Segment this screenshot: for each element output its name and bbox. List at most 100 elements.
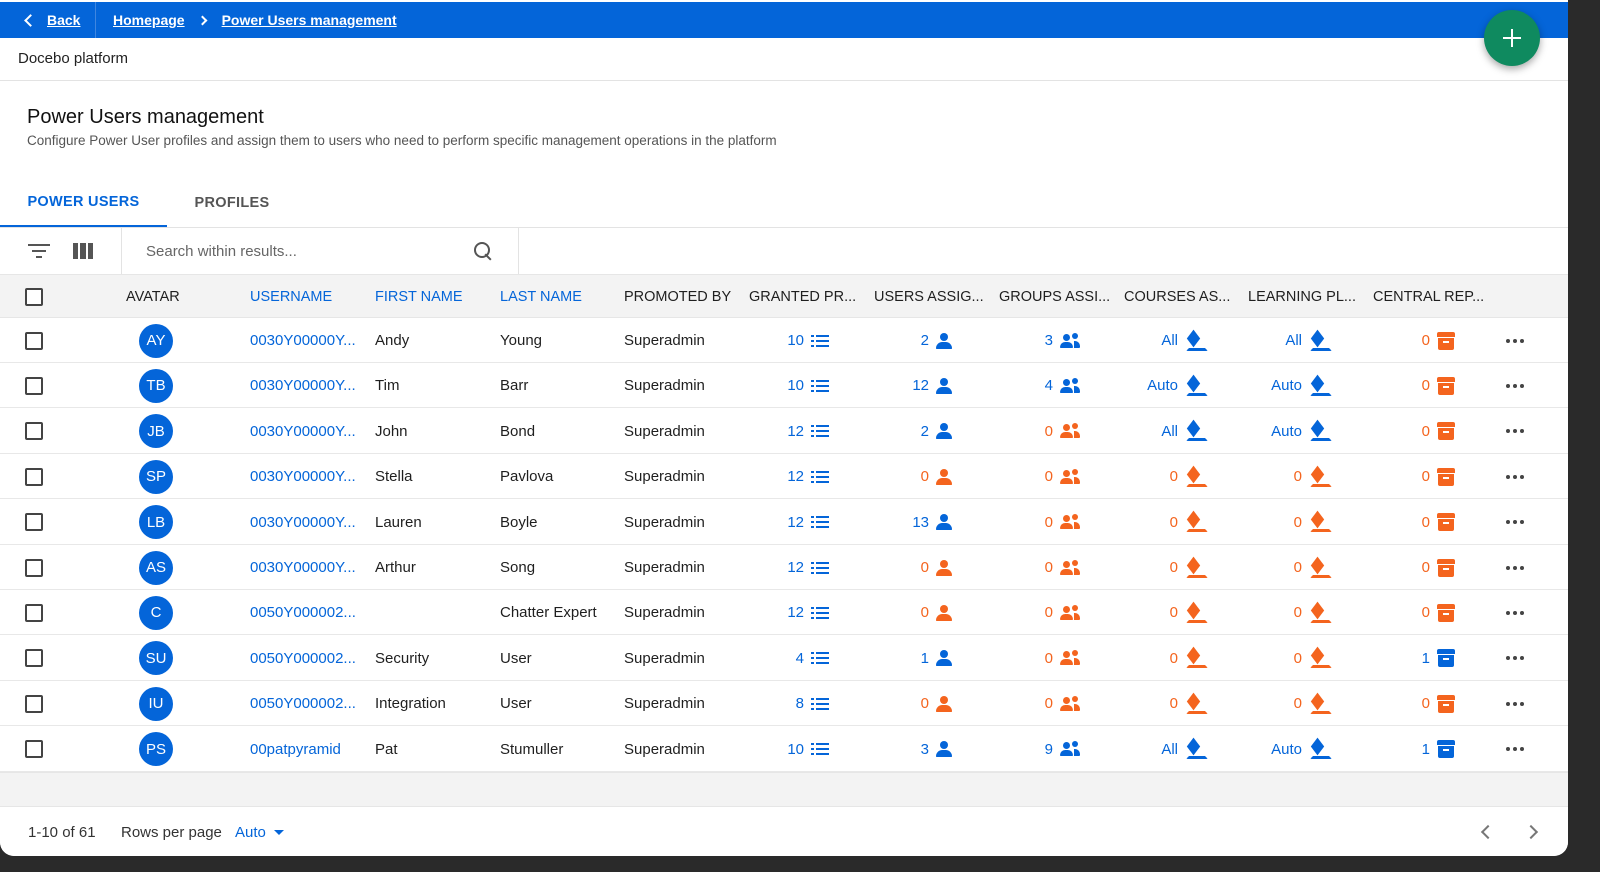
rows-per-page-select[interactable]: Auto xyxy=(235,824,284,841)
username-link[interactable]: 0030Y00000Y... xyxy=(250,409,356,454)
users-assigned-link[interactable]: 3 xyxy=(874,727,952,772)
courses-assigned-link[interactable]: All xyxy=(1124,318,1203,363)
users-assigned-link[interactable]: 2 xyxy=(874,318,952,363)
users-assigned-link[interactable]: 0 xyxy=(874,590,952,635)
users-assigned-link[interactable]: 2 xyxy=(874,409,952,454)
groups-assigned-link[interactable]: 0 xyxy=(999,454,1080,499)
learning-plans-link[interactable]: 0 xyxy=(1248,545,1327,590)
groups-assigned-link[interactable]: 0 xyxy=(999,636,1080,681)
groups-assigned-link[interactable]: 0 xyxy=(999,681,1080,726)
central-repository-link[interactable]: 0 xyxy=(1373,363,1455,408)
tab-profiles[interactable]: PROFILES xyxy=(194,195,270,211)
columns-icon[interactable] xyxy=(73,243,93,259)
courses-assigned-link[interactable]: 0 xyxy=(1124,636,1203,681)
table-row[interactable]: C 0050Y000002... Chatter Expert Superadmin 1… xyxy=(0,590,1568,636)
more-options-icon[interactable] xyxy=(1506,610,1524,615)
learning-plans-link[interactable]: Auto xyxy=(1248,727,1327,772)
filter-icon[interactable] xyxy=(28,244,50,258)
central-repository-link[interactable]: 0 xyxy=(1373,681,1455,726)
more-options-icon[interactable] xyxy=(1506,656,1524,661)
search-icon[interactable] xyxy=(474,242,494,262)
granted-permissions-link[interactable]: 12 xyxy=(749,545,829,590)
row-checkbox[interactable] xyxy=(25,649,43,668)
users-assigned-link[interactable]: 12 xyxy=(874,363,952,408)
more-options-icon[interactable] xyxy=(1506,565,1524,570)
learning-plans-link[interactable]: 0 xyxy=(1248,636,1327,681)
row-checkbox[interactable] xyxy=(25,467,43,486)
next-page-button[interactable] xyxy=(1526,825,1538,837)
granted-permissions-link[interactable]: 12 xyxy=(749,590,829,635)
username-link[interactable]: 0050Y000002... xyxy=(250,590,356,635)
groups-assigned-link[interactable]: 3 xyxy=(999,318,1080,363)
more-options-icon[interactable] xyxy=(1506,520,1524,525)
groups-assigned-link[interactable]: 0 xyxy=(999,545,1080,590)
more-options-icon[interactable] xyxy=(1506,383,1524,388)
breadcrumb-current[interactable]: Power Users management xyxy=(221,12,397,28)
granted-permissions-link[interactable]: 10 xyxy=(749,727,829,772)
username-link[interactable]: 0030Y00000Y... xyxy=(250,500,356,545)
table-row[interactable]: SP 0030Y00000Y... Stella Pavlova Superadmin 1… xyxy=(0,454,1568,500)
add-power-user-button[interactable] xyxy=(1484,10,1540,66)
table-row[interactable]: AY 0030Y00000Y... Andy Young Superadmin 10 2 3 A… xyxy=(0,318,1568,363)
tab-power-users[interactable]: POWER USERS xyxy=(0,178,167,228)
central-repository-link[interactable]: 0 xyxy=(1373,318,1455,363)
central-repository-link[interactable]: 1 xyxy=(1373,636,1455,681)
username-link[interactable]: 0050Y000002... xyxy=(250,636,356,681)
username-link[interactable]: 0030Y00000Y... xyxy=(250,454,356,499)
learning-plans-link[interactable]: Auto xyxy=(1248,363,1327,408)
courses-assigned-link[interactable]: 0 xyxy=(1124,681,1203,726)
row-checkbox[interactable] xyxy=(25,603,43,622)
courses-assigned-link[interactable]: All xyxy=(1124,727,1203,772)
granted-permissions-link[interactable]: 8 xyxy=(749,681,829,726)
select-all-checkbox[interactable] xyxy=(25,288,43,306)
central-repository-link[interactable]: 1 xyxy=(1373,727,1455,772)
row-checkbox[interactable] xyxy=(25,376,43,395)
username-link[interactable]: 00patpyramid xyxy=(250,727,341,772)
courses-assigned-link[interactable]: 0 xyxy=(1124,500,1203,545)
learning-plans-link[interactable]: All xyxy=(1248,318,1327,363)
table-row[interactable]: TB 0030Y00000Y... Tim Barr Superadmin 10 12 4 Au… xyxy=(0,363,1568,409)
granted-permissions-link[interactable]: 12 xyxy=(749,454,829,499)
groups-assigned-link[interactable]: 0 xyxy=(999,590,1080,635)
more-options-icon[interactable] xyxy=(1506,429,1524,434)
more-options-icon[interactable] xyxy=(1506,338,1524,343)
search-input[interactable] xyxy=(146,240,466,262)
groups-assigned-link[interactable]: 0 xyxy=(999,500,1080,545)
courses-assigned-link[interactable]: 0 xyxy=(1124,454,1203,499)
central-repository-link[interactable]: 0 xyxy=(1373,545,1455,590)
breadcrumb-home[interactable]: Homepage xyxy=(113,12,185,28)
learning-plans-link[interactable]: 0 xyxy=(1248,500,1327,545)
column-username[interactable]: USERNAME xyxy=(250,289,333,305)
granted-permissions-link[interactable]: 10 xyxy=(749,363,829,408)
table-row[interactable]: SU 0050Y000002... Security User Superadmin 4 1… xyxy=(0,635,1568,681)
central-repository-link[interactable]: 0 xyxy=(1373,409,1455,454)
learning-plans-link[interactable]: 0 xyxy=(1248,681,1327,726)
users-assigned-link[interactable]: 1 xyxy=(874,636,952,681)
row-checkbox[interactable] xyxy=(25,558,43,577)
learning-plans-link[interactable]: 0 xyxy=(1248,454,1327,499)
more-options-icon[interactable] xyxy=(1506,701,1524,706)
table-row[interactable]: JB 0030Y00000Y... John Bond Superadmin 12 2 0 Al… xyxy=(0,408,1568,454)
row-checkbox[interactable] xyxy=(25,740,43,759)
courses-assigned-link[interactable]: 0 xyxy=(1124,545,1203,590)
granted-permissions-link[interactable]: 12 xyxy=(749,500,829,545)
central-repository-link[interactable]: 0 xyxy=(1373,454,1455,499)
column-last-name[interactable]: LAST NAME xyxy=(500,289,582,305)
central-repository-link[interactable]: 0 xyxy=(1373,500,1455,545)
row-checkbox[interactable] xyxy=(25,694,43,713)
granted-permissions-link[interactable]: 10 xyxy=(749,318,829,363)
more-options-icon[interactable] xyxy=(1506,474,1524,479)
groups-assigned-link[interactable]: 9 xyxy=(999,727,1080,772)
row-checkbox[interactable] xyxy=(25,513,43,532)
column-first-name[interactable]: FIRST NAME xyxy=(375,289,463,305)
table-row[interactable]: IU 0050Y000002... Integration User Superadmi… xyxy=(0,681,1568,727)
granted-permissions-link[interactable]: 12 xyxy=(749,409,829,454)
groups-assigned-link[interactable]: 0 xyxy=(999,409,1080,454)
table-row[interactable]: PS 00patpyramid Pat Stumuller Superadmin 10 3 9… xyxy=(0,726,1568,772)
row-checkbox[interactable] xyxy=(25,331,43,350)
granted-permissions-link[interactable]: 4 xyxy=(749,636,829,681)
previous-page-button[interactable] xyxy=(1480,825,1492,837)
row-checkbox[interactable] xyxy=(25,422,43,441)
back-button[interactable]: Back xyxy=(0,2,96,38)
table-row[interactable]: LB 0030Y00000Y... Lauren Boyle Superadmin 12 1… xyxy=(0,499,1568,545)
